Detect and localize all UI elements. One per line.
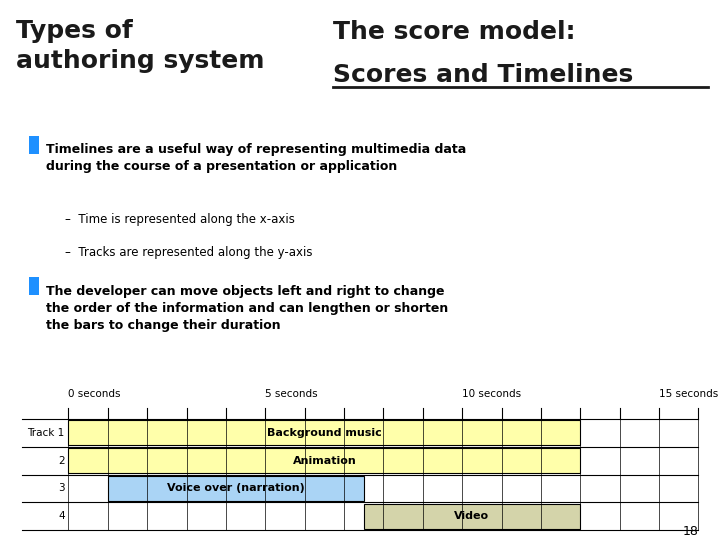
- Bar: [108, 476, 364, 501]
- Bar: [364, 504, 580, 529]
- Text: –  Tracks are represented along the y-axis: – Tracks are represented along the y-axi…: [65, 246, 312, 259]
- Text: Video: Video: [454, 511, 490, 521]
- Text: 0 seconds: 0 seconds: [68, 389, 121, 399]
- Text: Voice over (narration): Voice over (narration): [167, 483, 305, 494]
- Text: Types of
authoring system: Types of authoring system: [16, 19, 264, 73]
- Text: Track 1: Track 1: [27, 428, 65, 438]
- Text: 10 seconds: 10 seconds: [462, 389, 521, 399]
- Text: 4: 4: [58, 511, 65, 521]
- Bar: [68, 420, 580, 445]
- Text: 2: 2: [58, 456, 65, 465]
- Text: Animation: Animation: [292, 456, 356, 465]
- Text: The developer can move objects left and right to change
the order of the informa: The developer can move objects left and …: [46, 285, 449, 332]
- Text: Scores and Timelines: Scores and Timelines: [333, 63, 633, 87]
- Bar: [29, 277, 39, 295]
- Text: 18: 18: [683, 525, 698, 538]
- Text: Timelines are a useful way of representing multimedia data
during the course of : Timelines are a useful way of representi…: [46, 143, 467, 173]
- Text: Background music: Background music: [267, 428, 382, 438]
- Text: 3: 3: [58, 483, 65, 494]
- Bar: [68, 448, 580, 473]
- Text: –  Time is represented along the x-axis: – Time is represented along the x-axis: [65, 213, 294, 226]
- Bar: [29, 136, 39, 154]
- Text: 5 seconds: 5 seconds: [265, 389, 318, 399]
- Text: The score model:: The score model:: [333, 20, 575, 44]
- Text: 15 seconds: 15 seconds: [659, 389, 719, 399]
